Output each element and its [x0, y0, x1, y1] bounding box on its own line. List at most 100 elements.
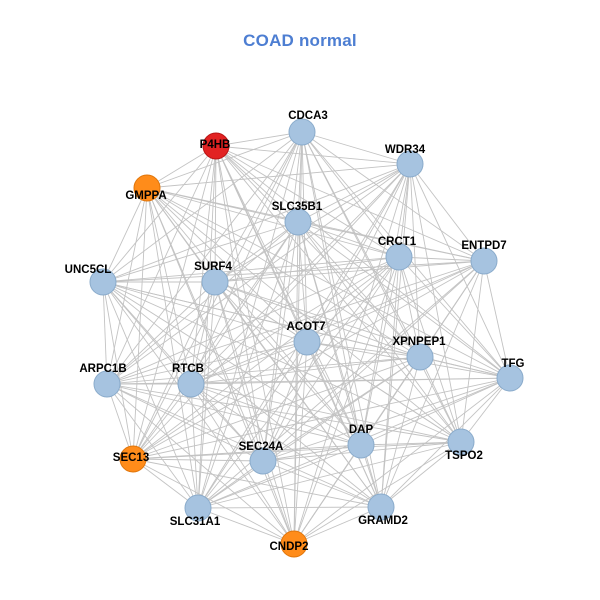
edge-TSPO2-CNDP2: [293, 441, 462, 545]
edge-ENTPD7-ACOT7: [306, 260, 485, 343]
edge-RTCB-SEC13: [132, 383, 192, 460]
edge-SURF4-CNDP2: [214, 281, 295, 545]
edge-XPNPEP1-ARPC1B: [106, 356, 421, 385]
edge-UNC5CL-CNDP2: [102, 281, 295, 545]
node-SLC31A1: [184, 494, 212, 522]
edge-CDCA3-UNC5CL: [102, 131, 303, 283]
edge-WDR34-ENTPD7: [409, 163, 485, 262]
node-RTCB: [177, 370, 205, 398]
edge-SEC24A-GRAMD2: [262, 460, 382, 508]
edge-CDCA3-P4HB: [215, 131, 303, 147]
edge-RTCB-TSPO2: [190, 383, 462, 443]
edge-SURF4-SEC13: [132, 281, 216, 460]
edge-CDCA3-GMPPA: [146, 131, 303, 189]
edge-TFG-DAP: [360, 377, 511, 446]
edge-WDR34-UNC5CL: [102, 163, 411, 283]
edge-SLC35B1-UNC5CL: [102, 221, 299, 283]
edge-ACOT7-SLC31A1: [197, 341, 308, 509]
edge-TFG-SEC24A: [262, 377, 511, 462]
edge-P4HB-WDR34: [215, 145, 411, 165]
edge-SLC35B1-TFG: [297, 221, 511, 379]
edge-SEC24A-CNDP2: [262, 460, 295, 545]
edge-WDR34-SURF4: [214, 163, 411, 283]
node-SEC13: [119, 445, 147, 473]
edge-SURF4-DAP: [214, 281, 362, 446]
edge-TSPO2-SLC31A1: [197, 441, 462, 509]
figure-title: COAD normal: [243, 31, 357, 50]
edge-XPNPEP1-SEC13: [132, 356, 421, 460]
edge-SURF4-SLC31A1: [197, 281, 216, 509]
node-label-CRCT1: CRCT1: [378, 236, 417, 248]
edge-CRCT1-SEC13: [132, 256, 400, 460]
edge-SLC31A1-GRAMD2: [197, 506, 382, 509]
node-label-ACOT7: ACOT7: [287, 321, 326, 333]
edge-GRAMD2-CNDP2: [293, 506, 382, 545]
edge-ACOT7-CNDP2: [293, 341, 308, 545]
node-label-P4HB: P4HB: [200, 139, 231, 151]
edge-CRCT1-UNC5CL: [102, 256, 400, 283]
edge-XPNPEP1-RTCB: [190, 356, 421, 385]
edge-TFG-CNDP2: [293, 377, 511, 545]
edge-P4HB-SEC13: [132, 145, 217, 460]
edge-UNC5CL-ACOT7: [102, 281, 308, 343]
edge-SLC35B1-CRCT1: [297, 221, 400, 258]
edge-CRCT1-SURF4: [214, 256, 400, 283]
node-GRAMD2: [367, 493, 395, 521]
edge-SLC35B1-ACOT7: [297, 221, 308, 343]
node-label-SLC31A1: SLC31A1: [170, 516, 221, 528]
edge-ARPC1B-GRAMD2: [106, 383, 382, 508]
edge-UNC5CL-TSPO2: [102, 281, 462, 443]
edge-ARPC1B-DAP: [106, 383, 362, 446]
edge-CRCT1-RTCB: [190, 256, 400, 385]
node-labels: CDCA3 P4HB WDR34 GMPPA SLC35B1 CRCT1 ENTPD7 UNC…: [65, 110, 525, 553]
node-label-SEC24A: SEC24A: [239, 441, 284, 453]
edge-P4HB-SURF4: [214, 145, 217, 283]
node-CNDP2: [280, 530, 308, 558]
edge-ACOT7-SEC24A: [262, 341, 308, 462]
node-WDR34: [396, 150, 424, 178]
edge-SLC35B1-GRAMD2: [297, 221, 382, 508]
edge-ACOT7-GRAMD2: [306, 341, 382, 508]
edge-RTCB-GRAMD2: [190, 383, 382, 508]
edges: [102, 131, 511, 545]
edge-ACOT7-RTCB: [190, 341, 308, 385]
edge-GMPPA-CRCT1: [146, 187, 400, 258]
edge-SEC13-CNDP2: [132, 458, 295, 545]
edge-P4HB-SLC35B1: [215, 145, 299, 223]
edge-CRCT1-SLC31A1: [197, 256, 400, 509]
node-label-RTCB: RTCB: [172, 363, 204, 375]
edge-SURF4-TFG: [214, 281, 511, 379]
edge-SLC35B1-SEC24A: [262, 221, 299, 462]
node-label-UNC5CL: UNC5CL: [65, 264, 112, 276]
node-TFG: [496, 364, 524, 392]
edge-RTCB-SEC24A: [190, 383, 264, 462]
edge-XPNPEP1-TSPO2: [419, 356, 462, 443]
edge-GMPPA-DAP: [146, 187, 362, 446]
node-SURF4: [201, 268, 229, 296]
edge-SLC35B1-ENTPD7: [297, 221, 485, 262]
node-label-GMPPA: GMPPA: [125, 190, 166, 202]
edge-WDR34-XPNPEP1: [409, 163, 421, 358]
edge-ARPC1B-TSPO2: [106, 383, 462, 443]
node-label-XPNPEP1: XPNPEP1: [392, 336, 446, 348]
edge-RTCB-DAP: [190, 383, 362, 446]
edge-GMPPA-TFG: [146, 187, 511, 379]
node-label-SEC13: SEC13: [113, 452, 149, 464]
edge-TFG-SEC13: [132, 377, 511, 460]
edge-WDR34-GRAMD2: [380, 163, 411, 508]
node-label-GRAMD2: GRAMD2: [358, 515, 408, 527]
edge-CRCT1-ENTPD7: [398, 256, 485, 262]
edge-RTCB-SLC31A1: [190, 383, 199, 509]
edge-UNC5CL-SEC13: [102, 281, 134, 460]
node-CDCA3: [288, 118, 316, 146]
edge-SLC35B1-XPNPEP1: [297, 221, 421, 358]
edge-WDR34-SLC35B1: [297, 163, 411, 223]
node-TSPO2: [447, 428, 475, 456]
node-DAP: [347, 431, 375, 459]
edge-P4HB-DAP: [215, 145, 362, 446]
edge-UNC5CL-SLC31A1: [102, 281, 199, 509]
edge-SEC24A-SEC13: [132, 458, 264, 462]
edge-TSPO2-SEC13: [132, 441, 462, 460]
